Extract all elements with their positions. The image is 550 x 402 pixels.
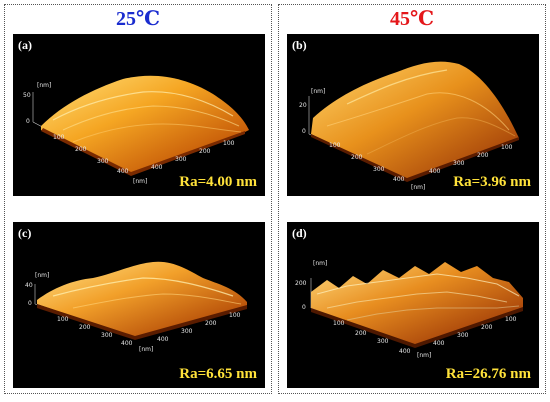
panel-label-c: (c) [18, 226, 32, 240]
z-unit-c: [nm] [35, 272, 50, 279]
column-header-45c: 45℃ [390, 8, 434, 30]
z-tick-a-max: 50 [23, 92, 31, 99]
ra-value-d: Ra=26.76 nm [445, 366, 531, 382]
column-header-25c: 25℃ [116, 8, 160, 30]
xy-unit-a: [nm] [133, 178, 148, 185]
ra-value-c: Ra=6.65 nm [179, 366, 257, 382]
afm-panel-a: (a) [nm] 50 0 100 200 300 400 100 200 30… [13, 34, 265, 196]
xy-unit-d: [nm] [417, 352, 432, 359]
z-tick-b-min: 0 [302, 128, 306, 135]
y-tick-b-1: 100 [501, 144, 513, 151]
y-tick-a-4: 400 [151, 164, 163, 171]
xy-unit-b: [nm] [411, 184, 426, 191]
y-tick-b-4: 400 [429, 168, 441, 175]
z-tick-d-max: 200 [295, 280, 307, 287]
x-tick-a-4: 400 [117, 168, 129, 175]
afm-surface-b [308, 61, 520, 182]
y-tick-c-1: 100 [229, 312, 241, 319]
x-tick-c-2: 200 [79, 324, 91, 331]
x-tick-a-1: 100 [53, 134, 65, 141]
afm-panel-b: (b) [nm] 20 0 100 200 300 400 100 200 30… [287, 34, 539, 196]
z-tick-d-min: 0 [302, 304, 306, 311]
afm-surface-c [34, 261, 248, 340]
afm-surface-a [32, 75, 249, 176]
x-tick-a-2: 200 [75, 146, 87, 153]
y-tick-a-2: 200 [199, 148, 211, 155]
y-tick-d-4: 400 [433, 340, 445, 347]
z-tick-a-min: 0 [26, 118, 30, 125]
xy-unit-c: [nm] [139, 346, 154, 353]
z-tick-c-max: 40 [25, 282, 33, 289]
panel-label-d: (d) [292, 226, 307, 240]
y-tick-d-2: 200 [481, 324, 493, 331]
panel-label-b: (b) [292, 38, 307, 52]
y-tick-b-2: 200 [477, 152, 489, 159]
afm-panel-d: (d) [nm] 200 0 100 200 300 400 100 200 3… [287, 222, 539, 388]
x-tick-d-2: 200 [355, 330, 367, 337]
x-tick-c-4: 400 [121, 340, 133, 347]
x-tick-d-3: 300 [377, 338, 389, 345]
x-tick-b-3: 300 [373, 166, 385, 173]
ra-value-b: Ra=3.96 nm [453, 174, 531, 190]
ra-value-a: Ra=4.00 nm [179, 174, 257, 190]
y-tick-b-3: 300 [453, 160, 465, 167]
x-tick-c-1: 100 [57, 316, 69, 323]
afm-surface-d [310, 262, 524, 348]
column-frame-25c [4, 4, 272, 394]
y-tick-d-1: 100 [505, 316, 517, 323]
z-unit-b: [nm] [311, 88, 326, 95]
y-tick-d-3: 300 [457, 332, 469, 339]
x-tick-b-4: 400 [393, 176, 405, 183]
column-frame-45c [278, 4, 546, 394]
x-tick-c-3: 300 [101, 332, 113, 339]
x-tick-d-4: 400 [399, 348, 411, 355]
y-tick-a-3: 300 [175, 156, 187, 163]
x-tick-d-1: 100 [333, 320, 345, 327]
afm-panel-c: (c) [nm] 40 0 100 200 300 400 100 200 30… [13, 222, 265, 388]
y-tick-c-2: 200 [205, 320, 217, 327]
x-tick-b-1: 100 [329, 142, 341, 149]
z-unit-d: [nm] [313, 260, 328, 267]
z-unit-a: [nm] [37, 82, 52, 89]
y-tick-c-4: 400 [157, 336, 169, 343]
y-tick-a-1: 100 [223, 140, 235, 147]
x-tick-a-3: 300 [97, 158, 109, 165]
z-tick-c-min: 0 [28, 300, 32, 307]
panel-label-a: (a) [18, 38, 32, 52]
y-tick-c-3: 300 [181, 328, 193, 335]
x-tick-b-2: 200 [351, 154, 363, 161]
z-tick-b-max: 20 [299, 102, 307, 109]
